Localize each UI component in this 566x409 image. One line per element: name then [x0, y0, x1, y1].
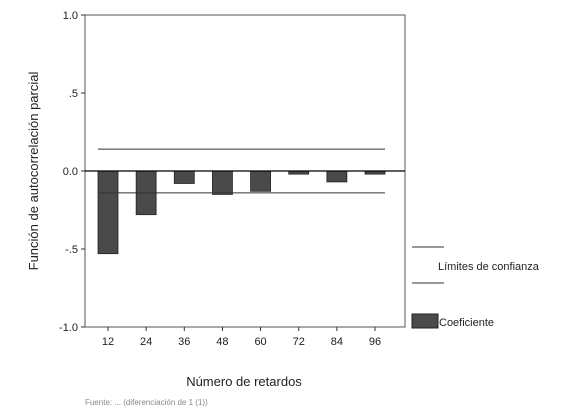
y-axis: 1.0 .5 0.0 -.5 -1.0 [59, 10, 85, 334]
x-tick-label: 12 [102, 336, 114, 348]
x-tick-label: 72 [293, 336, 305, 348]
y-tick-label: 1.0 [63, 10, 78, 22]
bars [97, 170, 386, 255]
y-tick-label: .5 [69, 88, 78, 100]
x-tick-label: 48 [216, 336, 228, 348]
legend-confidence-label: Límites de confianza [438, 261, 540, 273]
confidence-lines [98, 148, 385, 194]
y-tick-label: -.5 [65, 244, 78, 256]
x-axis: 12 24 36 48 60 72 84 96 [102, 327, 381, 348]
x-tick-label: 24 [140, 336, 152, 348]
legend: Límites de confianza Coeficiente [411, 246, 540, 329]
bar-84 [326, 170, 348, 183]
bar-48 [212, 170, 233, 195]
footnote: Fuente: ... (diferenciación de 1 (1)) [85, 398, 208, 407]
bar-36 [173, 170, 195, 184]
y-axis-title: Función de autocorrelación parcial [26, 72, 41, 271]
x-tick-label: 60 [254, 336, 266, 348]
legend-coefficient-label: Coeficiente [439, 317, 494, 329]
y-tick-label: -1.0 [59, 322, 78, 334]
x-tick-label: 84 [331, 336, 343, 348]
y-tick-label: 0.0 [63, 166, 78, 178]
legend-coefficient-swatch [411, 313, 439, 329]
bar-12 [97, 170, 119, 255]
x-tick-label: 36 [178, 336, 190, 348]
x-axis-title: Número de retardos [186, 374, 302, 389]
bar-60 [250, 170, 271, 192]
x-tick-label: 96 [369, 336, 381, 348]
